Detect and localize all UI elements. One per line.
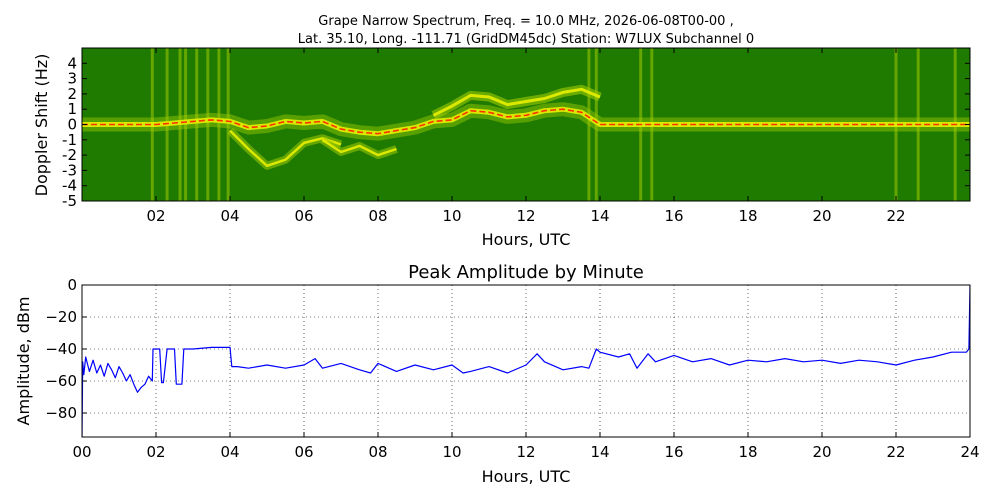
spectrum-y-tick-label: -1: [62, 131, 77, 149]
amplitude-y-tick-label: −60: [45, 372, 77, 390]
spectrum-x-axis-label: Hours, UTC: [482, 230, 571, 249]
spectrum-x-tick-label: 08: [368, 207, 387, 225]
spectrum-title-line-1: Grape Narrow Spectrum, Freq. = 10.0 MHz,…: [318, 14, 733, 29]
amplitude-title: Peak Amplitude by Minute: [408, 262, 644, 283]
spectrum-y-tick-label: 1: [67, 100, 77, 118]
spectrum-vertical-stripe: [206, 48, 210, 201]
spectrum-vertical-stripe: [217, 48, 221, 201]
amplitude-y-tick-label: −40: [45, 340, 77, 358]
spectrum-x-tick-label: 06: [294, 207, 313, 225]
amplitude-x-tick-label: 10: [442, 443, 461, 461]
amplitude-x-tick-label: 18: [738, 443, 757, 461]
spectrum-y-tick-label: -3: [62, 161, 77, 179]
spectrum-x-ticks: 02 04 06 08 10 12 14 16 18 20 22: [146, 48, 906, 225]
spectrum-lower-trace: [321, 138, 397, 157]
amplitude-x-tick-label: 12: [516, 443, 535, 461]
amplitude-x-tick-label: 22: [886, 443, 905, 461]
spectrum-y-tick-label: 0: [67, 116, 77, 134]
spectrum-chart: Grape Narrow Spectrum, Freq. = 10.0 MHz,…: [32, 14, 971, 249]
amplitude-x-tick-label: 08: [368, 443, 387, 461]
amplitude-x-tick-label: 16: [664, 443, 683, 461]
spectrum-x-tick-label: 22: [886, 207, 905, 225]
amplitude-x-tick-label: 20: [812, 443, 831, 461]
amplitude-x-tick-label: 24: [960, 443, 979, 461]
spectrum-y-axis-label: Doppler Shift (Hz): [32, 54, 51, 197]
spectrum-y-tick-label: 2: [67, 85, 77, 103]
amplitude-x-tick-label: 02: [146, 443, 165, 461]
spectrum-vertical-stripe: [587, 48, 591, 201]
spectrum-x-tick-label: 18: [738, 207, 757, 225]
amplitude-series-line: [82, 285, 970, 437]
spectrum-carrier-peak: [82, 108, 970, 135]
spectrum-vertical-stripe: [195, 48, 199, 201]
amplitude-x-axis-label: Hours, UTC: [482, 467, 571, 486]
spectrum-lower-trace: [229, 129, 342, 168]
spectrum-y-tick-label: -4: [62, 177, 77, 195]
spectrum-y-tick-label: 4: [67, 54, 77, 72]
amplitude-marks: [82, 285, 970, 437]
amplitude-x-tick-label: 14: [590, 443, 609, 461]
spectrum-y-tick-label: -2: [62, 146, 77, 164]
amplitude-x-tick-label: 04: [220, 443, 239, 461]
spectrum-x-tick-label: 16: [664, 207, 683, 225]
spectrum-x-tick-label: 20: [812, 207, 831, 225]
spectrum-upper-trace: [432, 87, 601, 117]
amplitude-y-axis-label: Amplitude, dBm: [14, 297, 33, 426]
spectrum-y-tick-label: 3: [67, 70, 77, 88]
amplitude-x-ticks: 00 02 04 06 08 10 12 14 16 18 20 22 24: [72, 432, 980, 461]
amplitude-y-tick-label: −20: [45, 308, 77, 326]
amplitude-y-tick-label: −80: [45, 404, 77, 422]
spectrum-x-tick-label: 12: [516, 207, 535, 225]
spectrum-marks: [82, 48, 970, 201]
amplitude-x-tick-label: 00: [72, 443, 91, 461]
amplitude-y-ticks: 0 −20 −40 −60 −80: [45, 276, 87, 422]
spectrum-vertical-stripe: [226, 48, 230, 201]
spectrum-x-tick-label: 04: [220, 207, 239, 225]
spectrum-x-tick-label: 10: [442, 207, 461, 225]
spectrum-title-line-2: Lat. 35.10, Long. -111.71 (GridDM45dc) S…: [298, 32, 754, 47]
spectrum-y-tick-label: -5: [62, 192, 77, 210]
amplitude-y-tick-label: 0: [67, 276, 77, 294]
spectrum-x-tick-label: 02: [146, 207, 165, 225]
amplitude-x-tick-label: 06: [294, 443, 313, 461]
amplitude-chart: Peak Amplitude by Minute 00 02 04 06 08 10 12 1…: [14, 262, 980, 486]
spectrum-x-tick-label: 14: [590, 207, 609, 225]
